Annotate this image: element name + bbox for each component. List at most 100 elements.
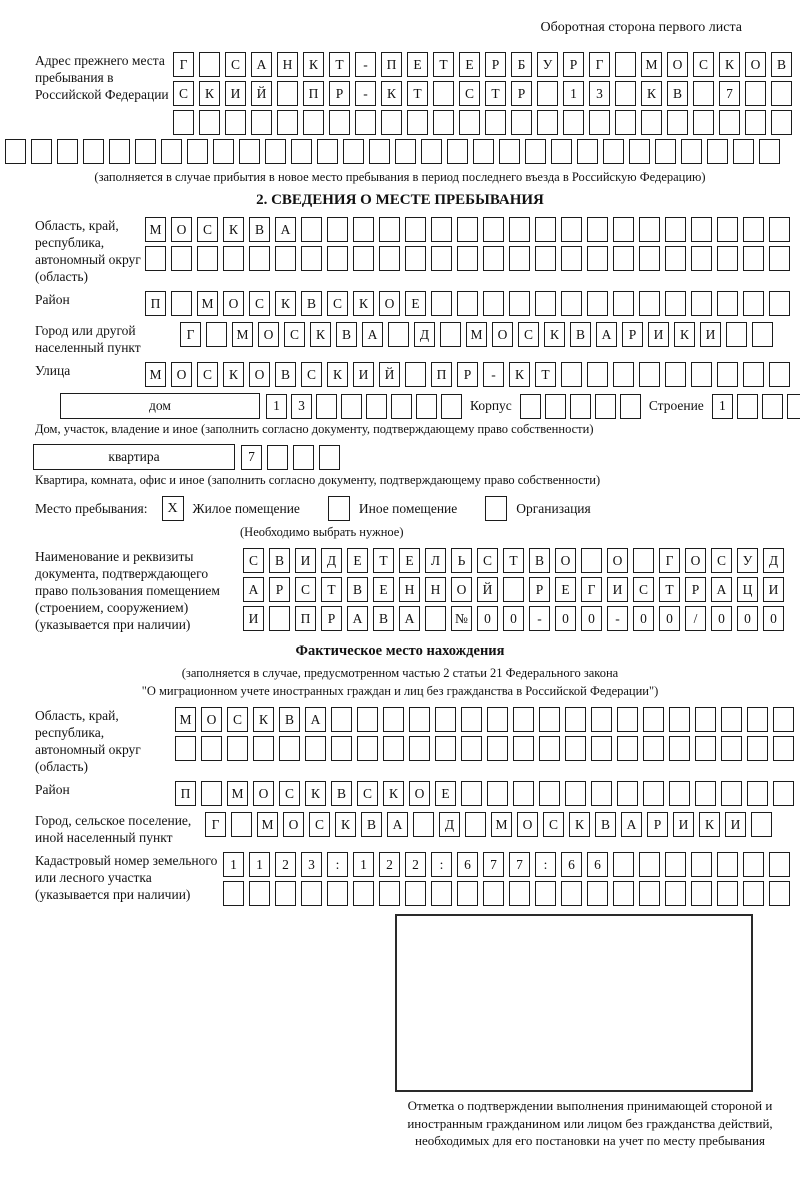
char-cell[interactable]	[327, 217, 348, 242]
char-cell[interactable]	[565, 707, 586, 732]
char-cell[interactable]	[277, 110, 298, 135]
char-cell[interactable]	[747, 781, 768, 806]
char-cell[interactable]: К	[335, 812, 356, 837]
char-cell[interactable]	[619, 393, 641, 419]
char-cell[interactable]	[639, 217, 660, 242]
char-cell[interactable]	[717, 217, 738, 242]
char-cell[interactable]	[691, 246, 712, 271]
char-cell[interactable]	[405, 881, 426, 906]
char-cell[interactable]: К	[310, 322, 331, 347]
char-cell[interactable]: В	[529, 548, 550, 573]
char-cell[interactable]: С	[225, 52, 246, 77]
char-cell[interactable]: В	[336, 322, 357, 347]
char-cell[interactable]	[457, 291, 478, 316]
char-cell[interactable]: В	[279, 707, 300, 732]
char-cell[interactable]: С	[301, 362, 322, 387]
char-cell[interactable]	[171, 246, 192, 271]
char-cell[interactable]: И	[353, 362, 374, 387]
char-cell[interactable]	[721, 781, 742, 806]
char-cell[interactable]: К	[674, 322, 695, 347]
char-cell[interactable]	[405, 217, 426, 242]
char-cell[interactable]: С	[327, 291, 348, 316]
char-cell[interactable]: У	[537, 52, 558, 77]
char-cell[interactable]: 0	[633, 606, 654, 631]
char-cell[interactable]: А	[251, 52, 272, 77]
char-cell[interactable]	[201, 736, 222, 761]
char-cell[interactable]: Е	[399, 548, 420, 573]
char-cell[interactable]: В	[373, 606, 394, 631]
char-cell[interactable]	[613, 246, 634, 271]
char-cell[interactable]: 6	[587, 852, 608, 877]
char-cell[interactable]: Т	[659, 577, 680, 602]
char-cell[interactable]	[759, 139, 780, 164]
char-cell[interactable]	[206, 322, 227, 347]
char-cell[interactable]: О	[253, 781, 274, 806]
char-cell[interactable]	[726, 322, 747, 347]
char-cell[interactable]	[535, 217, 556, 242]
char-cell[interactable]	[459, 110, 480, 135]
char-cell[interactable]	[213, 139, 234, 164]
char-cell[interactable]: А	[347, 606, 368, 631]
char-cell[interactable]: О	[607, 548, 628, 573]
char-cell[interactable]: А	[621, 812, 642, 837]
char-cell[interactable]: К	[383, 781, 404, 806]
char-cell[interactable]: Е	[405, 291, 426, 316]
char-cell[interactable]	[199, 110, 220, 135]
char-cell[interactable]: М	[145, 217, 166, 242]
char-cell[interactable]	[275, 246, 296, 271]
char-cell[interactable]	[591, 736, 612, 761]
char-cell[interactable]	[561, 881, 582, 906]
char-cell[interactable]	[435, 707, 456, 732]
char-cell[interactable]	[577, 139, 598, 164]
char-cell[interactable]	[405, 246, 426, 271]
char-cell[interactable]: 7	[483, 852, 504, 877]
char-cell[interactable]	[769, 362, 790, 387]
char-cell[interactable]	[457, 881, 478, 906]
char-cell[interactable]	[752, 322, 773, 347]
char-cell[interactable]	[617, 736, 638, 761]
char-cell[interactable]: К	[509, 362, 530, 387]
char-cell[interactable]: О	[451, 577, 472, 602]
char-cell[interactable]	[769, 291, 790, 316]
char-cell[interactable]: Ь	[451, 548, 472, 573]
char-cell[interactable]	[717, 852, 738, 877]
char-cell[interactable]: И	[700, 322, 721, 347]
char-cell[interactable]	[561, 291, 582, 316]
char-cell[interactable]	[655, 139, 676, 164]
char-cell[interactable]: М	[641, 52, 662, 77]
char-cell[interactable]: -	[355, 81, 376, 106]
char-cell[interactable]: В	[667, 81, 688, 106]
checkbox-inoe[interactable]	[327, 496, 350, 521]
char-cell[interactable]	[615, 52, 636, 77]
char-cell[interactable]	[693, 110, 714, 135]
char-cell[interactable]	[691, 852, 712, 877]
char-cell[interactable]: С	[633, 577, 654, 602]
char-cell[interactable]	[681, 139, 702, 164]
char-cell[interactable]	[594, 393, 616, 419]
char-cell[interactable]	[719, 110, 740, 135]
char-cell[interactable]	[425, 606, 446, 631]
char-cell[interactable]	[249, 881, 270, 906]
char-cell[interactable]	[223, 246, 244, 271]
char-cell[interactable]: Р	[485, 52, 506, 77]
char-cell[interactable]	[431, 881, 452, 906]
char-cell[interactable]	[667, 110, 688, 135]
char-cell[interactable]	[109, 139, 130, 164]
char-cell[interactable]: Е	[459, 52, 480, 77]
char-cell[interactable]	[769, 852, 790, 877]
char-cell[interactable]: С	[693, 52, 714, 77]
char-cell[interactable]	[771, 110, 792, 135]
char-cell[interactable]	[435, 736, 456, 761]
char-cell[interactable]: М	[175, 707, 196, 732]
char-cell[interactable]	[431, 217, 452, 242]
char-cell[interactable]	[639, 362, 660, 387]
char-cell[interactable]	[509, 246, 530, 271]
char-cell[interactable]	[301, 246, 322, 271]
char-cell[interactable]	[57, 139, 78, 164]
char-cell[interactable]: С	[279, 781, 300, 806]
char-cell[interactable]	[665, 246, 686, 271]
char-cell[interactable]	[409, 707, 430, 732]
char-cell[interactable]	[613, 852, 634, 877]
char-cell[interactable]	[591, 707, 612, 732]
char-cell[interactable]	[225, 110, 246, 135]
